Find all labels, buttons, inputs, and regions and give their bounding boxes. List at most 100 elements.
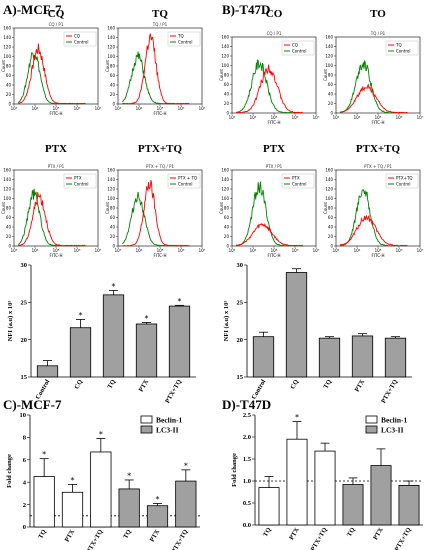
y-tick-label: 60 — [110, 73, 116, 78]
fold-change-chart-t47d: 0.0 0.5 1.0 1.5 2.0 2.5 Fold change TQ * PTX PTX+T… — [231, 412, 423, 550]
y-tick-label: 0 — [23, 524, 26, 531]
bar-ptx — [351, 335, 374, 378]
y-tick-label: 15 — [237, 374, 244, 381]
x-tick-label: PTX+TQ — [380, 379, 399, 405]
legend-label: CQ — [74, 34, 80, 39]
x-tick-label: 10³ — [333, 248, 340, 253]
x-tick-label: 10⁴ — [354, 115, 361, 120]
x-tick-label: 10⁶ — [292, 115, 299, 120]
y-tick-label: 1.0 — [243, 478, 251, 485]
y-tick-label: 0.5 — [243, 500, 252, 507]
y-tick-label: 40 — [110, 82, 116, 87]
y-tick-label: 80 — [328, 205, 334, 210]
histogram-3: PTX PTX / P1 0 20 40 60 80 100 120 140 160 10³ 10⁴ 10… — [1, 143, 102, 258]
legend-label: PTX + TQ — [178, 176, 197, 181]
bar-ptx-tq — [314, 450, 336, 526]
y-tick-label: 40 — [6, 82, 12, 87]
y-tick-label: 120 — [221, 186, 229, 191]
histogram-series-treatment — [122, 179, 190, 247]
histogram-title: CO — [266, 8, 283, 20]
histogram-subtitle: TQ / P1 — [152, 22, 168, 27]
y-tick-label: 20 — [6, 92, 12, 97]
x-tick-label: TQ — [262, 527, 273, 539]
legend-label: PTX — [74, 176, 82, 181]
bar-ptx — [135, 323, 158, 378]
legend-label: Control — [74, 182, 88, 187]
x-tick-label: 10³ — [11, 106, 18, 111]
y-tick-label: 120 — [107, 44, 115, 49]
histogram-series-control — [121, 191, 190, 247]
y-tick-label: 140 — [107, 177, 115, 182]
y-tick-label: 120 — [325, 53, 333, 58]
y-axis-label: Count — [1, 202, 6, 214]
y-tick-label: 2.0 — [243, 434, 251, 441]
x-tick-label: 10⁵ — [53, 248, 60, 253]
y-tick-label: 40 — [224, 224, 230, 229]
histogram-series-control — [17, 188, 86, 247]
y-tick-label: 8 — [23, 435, 27, 442]
y-tick-label: 60 — [110, 215, 116, 220]
x-tick-label: 10⁶ — [396, 115, 403, 120]
x-tick-label: PTX — [288, 526, 301, 541]
x-tick-label: PTX — [372, 526, 385, 541]
x-tick-label: 10⁴ — [32, 248, 39, 253]
y-axis-label: Count — [105, 60, 110, 72]
legend-label: LC3-II — [156, 426, 179, 435]
y-tick-label: 160 — [3, 167, 11, 172]
histogram-series-treatment — [122, 33, 190, 105]
significance-star: * — [42, 450, 46, 459]
y-tick-label: 0 — [226, 110, 229, 115]
legend-label: Beclin-1 — [381, 416, 407, 425]
y-tick-label: 100 — [221, 63, 229, 68]
legend-label: Control — [292, 49, 306, 54]
y-tick-label: 80 — [224, 205, 230, 210]
x-axis-label: FITC-H — [372, 120, 385, 125]
y-axis-label: Count — [323, 69, 328, 81]
legend-label: Control — [178, 182, 192, 187]
x-tick-label: 10³ — [229, 115, 236, 120]
legend-label: PTX — [292, 176, 300, 181]
x-tick-label: 10⁶ — [396, 248, 403, 253]
y-tick-label: 60 — [224, 82, 230, 87]
x-tick-label: TQ — [37, 529, 48, 541]
significance-star: * — [184, 461, 188, 470]
histogram-series-treatment — [236, 64, 304, 114]
bar-tq — [318, 337, 341, 378]
legend-label: Control — [292, 182, 306, 187]
x-axis-label: FITC-H — [154, 111, 167, 116]
x-axis-label: FITC-H — [50, 111, 63, 116]
y-tick-label: 120 — [3, 186, 11, 191]
y-tick-label: 15 — [21, 374, 28, 381]
x-tick-label: CQ — [289, 379, 300, 391]
y-tick-label: 100 — [325, 63, 333, 68]
y-tick-label: 140 — [107, 35, 115, 40]
x-tick-label: 10⁶ — [178, 248, 185, 253]
legend-label: CQ — [292, 43, 298, 48]
bar-ptx-tq — [175, 480, 197, 528]
y-tick-label: 20 — [224, 101, 230, 106]
histogram-title: TO — [370, 8, 386, 20]
histogram-series-treatment — [17, 192, 86, 247]
x-tick-label: 10⁷ — [417, 248, 424, 253]
histogram-title: TQ — [152, 8, 168, 20]
y-tick-label: 160 — [325, 34, 333, 39]
x-axis-label: FITC-H — [50, 253, 63, 258]
y-tick-label: 2 — [23, 502, 26, 509]
x-tick-label: PTX — [354, 378, 367, 393]
y-tick-label: 120 — [107, 186, 115, 191]
y-tick-label: 80 — [110, 63, 116, 68]
x-tick-label: 10⁴ — [136, 248, 143, 253]
x-tick-label: 10³ — [229, 248, 236, 253]
histogram-title: PTX — [45, 143, 67, 155]
x-tick-label: 10⁴ — [354, 248, 361, 253]
y-tick-label: 140 — [325, 44, 333, 49]
bar-tq — [33, 476, 55, 528]
x-tick-label: PTX — [64, 528, 77, 543]
y-tick-label: 0 — [112, 243, 115, 248]
x-tick-label: 10⁵ — [53, 106, 60, 111]
legend-label: TQ — [177, 34, 184, 39]
histogram-title: PTX+TQ — [356, 143, 401, 155]
x-tick-label: 10⁶ — [178, 106, 185, 111]
